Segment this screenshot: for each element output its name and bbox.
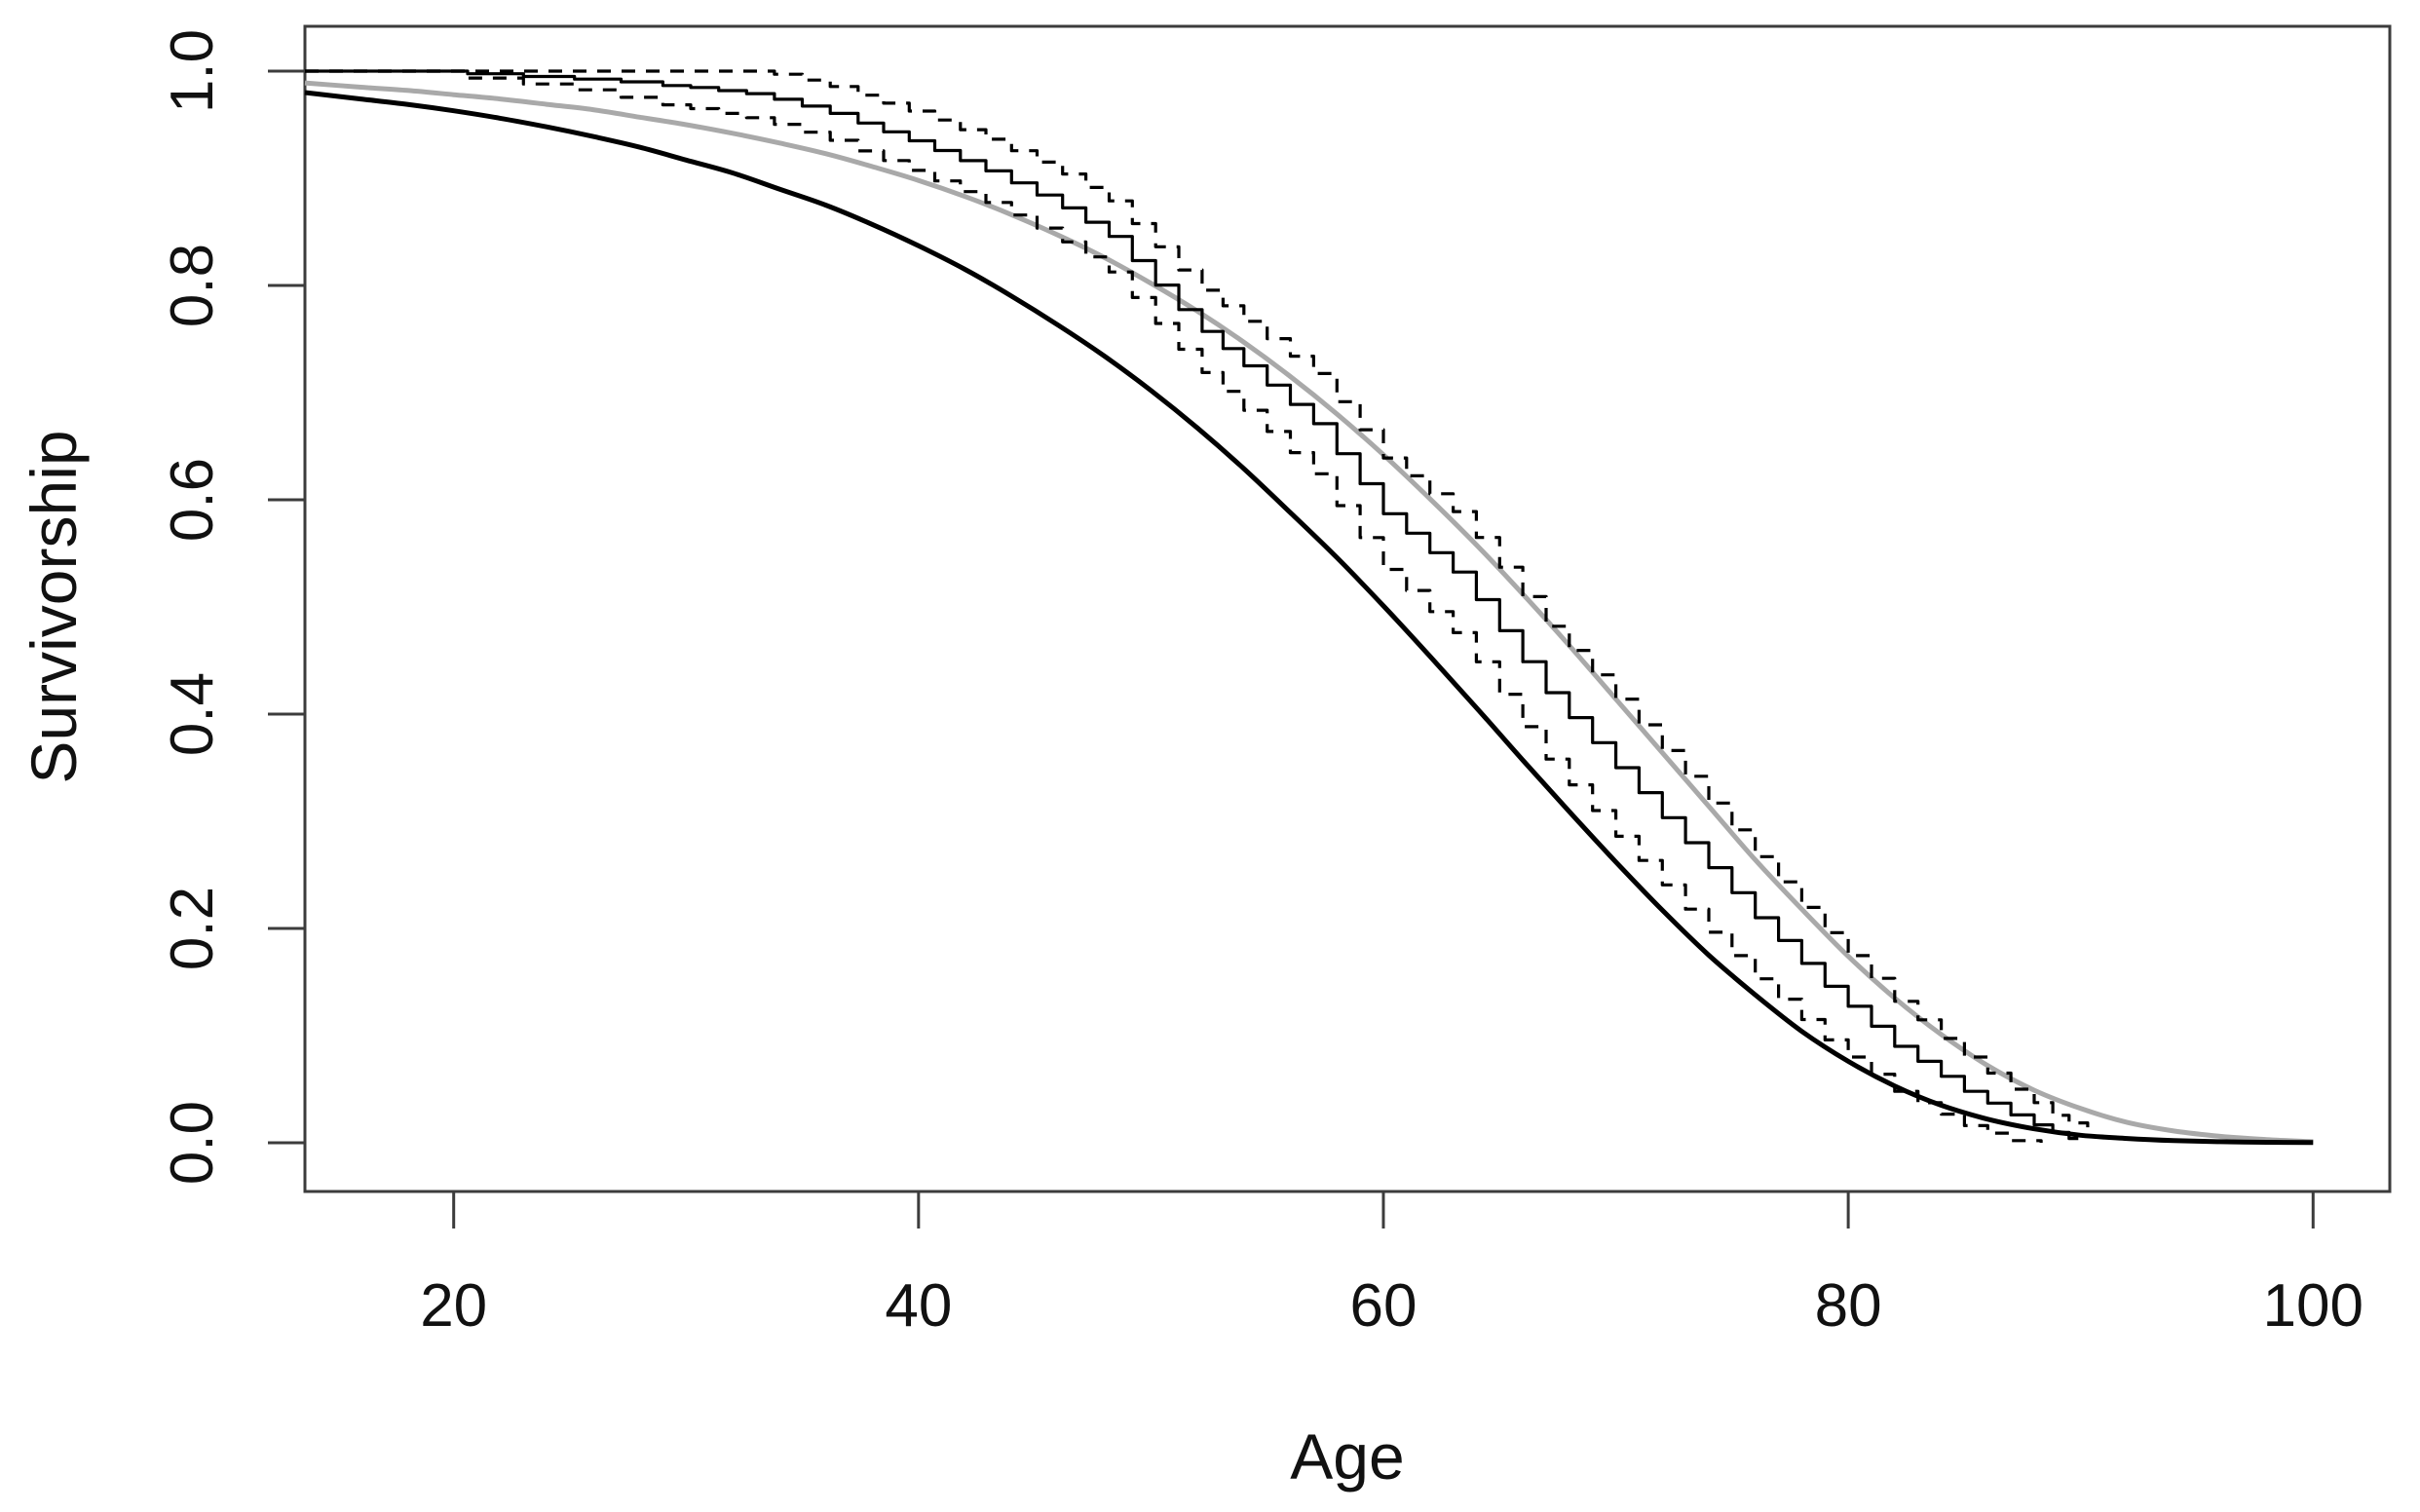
ci-lower-line [305,69,2043,1143]
x-tick-label: 20 [420,1272,487,1340]
plot-border [303,24,2392,1193]
y-tick-label: 0.6 [159,458,226,542]
y-tick-label: 0.0 [159,1101,226,1185]
y-axis-title: Survivorship [18,430,90,784]
x-axis-title: Age [1290,1420,1405,1493]
x-tick-label: 100 [2263,1272,2363,1340]
x-tick-label: 60 [1349,1272,1417,1340]
x-tick-label: 80 [1815,1272,1882,1340]
y-tick-label: 0.2 [159,887,226,970]
ci-upper-line [305,69,2090,1128]
x-tick-label: 40 [885,1272,952,1340]
y-tick-label: 0.4 [159,672,226,756]
parametric-survival-gray-line [304,80,2314,1145]
parametric-survival-black-line [304,90,2314,1146]
y-tick-label: 0.8 [159,244,226,327]
kaplan-meier-estimate-line [305,69,2079,1141]
y-tick-label: 1.0 [159,29,226,113]
